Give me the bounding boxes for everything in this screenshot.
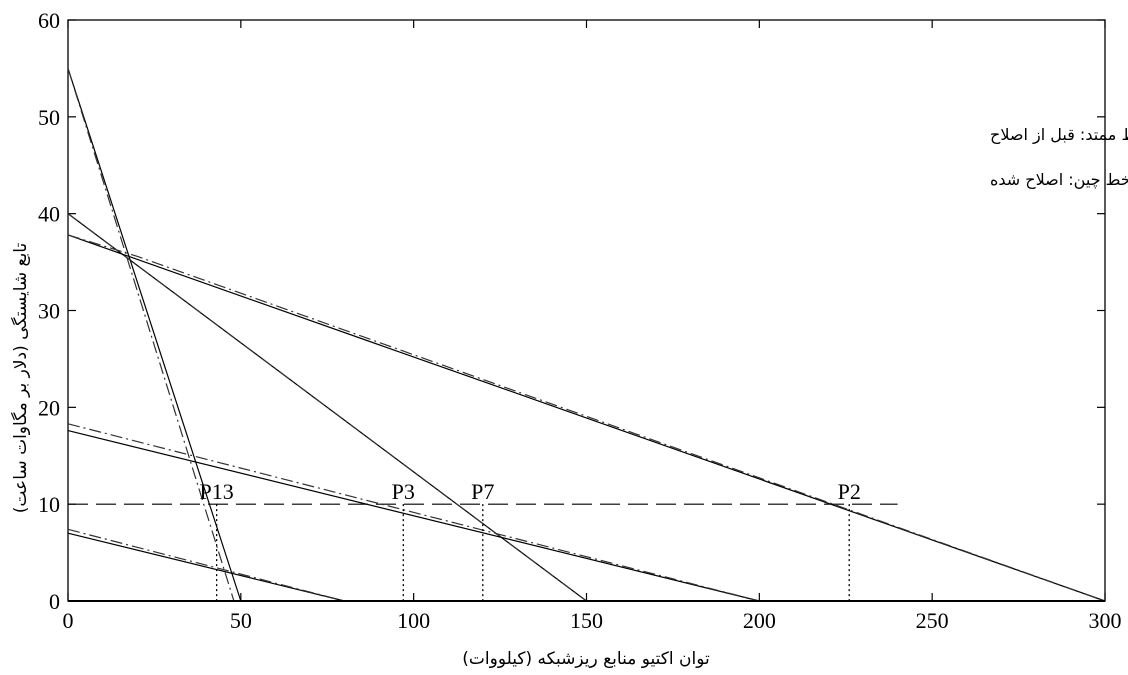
axis-tick-labels: 0 50 100 150 200 250 300 0 10 20 30 40 50 60 (38, 8, 1122, 633)
y-tick-label: 20 (38, 395, 60, 420)
series-line-2-dashdot (67, 68, 235, 602)
series-line-10-dashdot (67, 528, 345, 602)
x-tick-label: 0 (63, 608, 74, 633)
series-line-5-solid (67, 234, 1106, 602)
y-tick-label: 50 (38, 105, 60, 130)
marker-label-p2: P2 (838, 479, 861, 504)
x-tick-label: 300 (1089, 608, 1122, 633)
y-tick-label: 40 (38, 202, 60, 227)
series-line-8-dashdot (67, 423, 760, 602)
y-tick-label: 60 (38, 8, 60, 33)
series-line-1-solid (67, 68, 242, 602)
x-tick-label: 50 (230, 608, 252, 633)
x-tick-label: 250 (916, 608, 949, 633)
annotation-solid-line: خط ممتد: قبل از اصلاح (990, 125, 1128, 145)
annotation-dashed-line: خط چین: اصلاح شده (990, 170, 1128, 190)
marker-label-p13: P13 (200, 479, 234, 504)
series-line-6-dashdot (67, 234, 1106, 602)
x-tick-label: 200 (743, 608, 776, 633)
y-tick-label: 0 (49, 589, 60, 614)
series-line-4-dashdot (67, 213, 587, 602)
x-tick-label: 150 (570, 608, 603, 633)
plot-area-frame (67, 19, 1106, 602)
x-axis-title: توان اکتیو منابع ریزشبکه (کیلووات) (462, 649, 710, 669)
marker-label-p7: P7 (471, 479, 494, 504)
x-tick-label: 100 (397, 608, 430, 633)
y-tick-label: 10 (38, 492, 60, 517)
y-tick-label: 30 (38, 299, 60, 324)
marked-points-group: P13 P3 P7 P2 (68, 479, 1105, 602)
y-axis-title: تابع شایستگی (دلار بر مگاوات ساعت) (10, 243, 31, 514)
marker-label-p3: P3 (392, 479, 415, 504)
series-line-7-solid (67, 429, 760, 602)
series-group (67, 68, 1106, 602)
series-line-9-solid (67, 532, 345, 602)
axis-ticks (67, 19, 1106, 602)
